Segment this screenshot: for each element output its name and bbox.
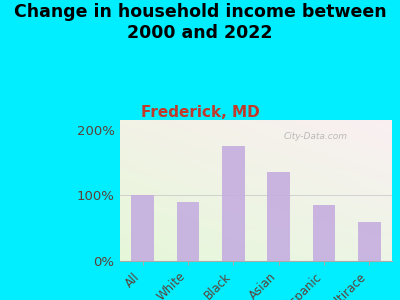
Bar bbox=[177, 202, 199, 261]
Bar bbox=[131, 195, 154, 261]
Bar bbox=[358, 222, 381, 261]
Text: City-Data.com: City-Data.com bbox=[283, 132, 347, 141]
Text: Change in household income between
2000 and 2022: Change in household income between 2000 … bbox=[14, 3, 386, 42]
Bar bbox=[267, 172, 290, 261]
Bar bbox=[222, 146, 245, 261]
Bar bbox=[313, 205, 335, 261]
Text: Frederick, MD: Frederick, MD bbox=[141, 105, 259, 120]
